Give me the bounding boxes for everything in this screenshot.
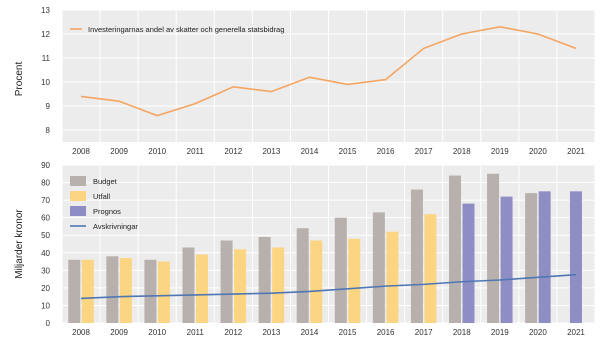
legend-swatch-budget xyxy=(70,176,86,186)
bar-utfall xyxy=(119,258,132,323)
legend-label-investment-share: Investeringarnas andel av skatter och ge… xyxy=(88,25,284,34)
y-tick-label: 10 xyxy=(41,78,50,87)
bar-chart-y-ticks: 0 10 20 30 40 50 60 70 80 90 xyxy=(41,161,50,328)
bar-prognos xyxy=(500,196,513,323)
bar-utfall xyxy=(310,240,323,323)
x-tick-label: 2010 xyxy=(148,328,166,337)
y-tick-label: 9 xyxy=(46,102,51,111)
x-tick-label: 2008 xyxy=(72,147,90,156)
legend-label-prognos: Prognos xyxy=(93,207,121,216)
bar-prognos xyxy=(569,191,582,323)
bar-budget xyxy=(525,193,538,323)
x-tick-label: 2009 xyxy=(110,147,128,156)
bar-budget xyxy=(144,259,157,323)
legend-label-utfall: Utfall xyxy=(93,192,110,201)
line-chart-y-axis-title: Procent xyxy=(14,62,25,97)
x-tick-label: 2020 xyxy=(529,328,547,337)
x-tick-label: 2021 xyxy=(567,328,585,337)
bar-chart-y-axis-title: Miljarder kronor xyxy=(14,209,25,279)
legend-swatch-utfall xyxy=(70,191,86,201)
x-tick-label: 2018 xyxy=(453,147,471,156)
bar-budget xyxy=(182,247,195,323)
y-tick-label: 90 xyxy=(41,161,50,170)
line-chart-x-ticks: 2008 2009 2010 2011 2012 2013 2014 2015 2016 2017… xyxy=(72,147,585,156)
bar-utfall xyxy=(196,254,208,323)
x-tick-label: 2012 xyxy=(224,147,242,156)
y-tick-label: 20 xyxy=(41,284,50,293)
bar-budget xyxy=(372,212,385,323)
y-tick-label: 8 xyxy=(46,126,51,135)
bar-chart-x-ticks: 2008 2009 2010 2011 2012 2013 2014 2015 2016 2017… xyxy=(72,328,585,337)
legend-swatch-prognos xyxy=(70,206,86,216)
x-tick-label: 2011 xyxy=(187,328,205,337)
legend-label-avskrivningar: Avskrivningar xyxy=(93,222,138,231)
x-tick-label: 2017 xyxy=(415,328,433,337)
x-tick-label: 2008 xyxy=(72,328,90,337)
bar-utfall xyxy=(157,261,170,323)
x-tick-label: 2013 xyxy=(262,147,280,156)
line-series-investment-share xyxy=(80,25,577,117)
x-tick-label: 2021 xyxy=(567,147,585,156)
x-tick-label: 2009 xyxy=(110,328,128,337)
bar-prognos xyxy=(462,203,475,323)
y-tick-label: 13 xyxy=(41,6,50,15)
bar-budget xyxy=(258,236,271,323)
x-tick-label: 2016 xyxy=(377,328,395,337)
x-tick-label: 2019 xyxy=(491,328,509,337)
y-tick-label: 50 xyxy=(41,231,50,240)
bar-utfall xyxy=(424,214,437,323)
line-chart-y-ticks: 8 9 10 11 12 13 xyxy=(41,6,50,135)
line-series-avskrivningar xyxy=(80,273,577,300)
y-tick-label: 12 xyxy=(41,30,50,39)
bar-budget xyxy=(410,189,423,323)
x-tick-label: 2015 xyxy=(339,328,357,337)
x-tick-label: 2014 xyxy=(301,328,319,337)
bar-utfall xyxy=(81,259,94,323)
line-chart-gridlines xyxy=(61,9,596,142)
x-tick-label: 2014 xyxy=(301,147,319,156)
bar-budget xyxy=(106,256,119,323)
x-tick-label: 2016 xyxy=(377,147,395,156)
x-tick-label: 2012 xyxy=(224,328,242,337)
bar-utfall xyxy=(234,249,247,323)
x-tick-label: 2010 xyxy=(148,147,166,156)
x-tick-label: 2019 xyxy=(491,147,509,156)
y-tick-label: 10 xyxy=(41,301,50,310)
legend-label-budget: Budget xyxy=(93,177,118,186)
bar-utfall xyxy=(272,247,285,323)
x-tick-label: 2013 xyxy=(262,328,280,337)
bar-chart-legend: Budget Utfall Prognos Avskrivningar xyxy=(70,176,138,231)
bar-budget xyxy=(487,173,500,323)
y-tick-label: 70 xyxy=(41,196,50,205)
x-tick-label: 2020 xyxy=(529,147,547,156)
bar-budget xyxy=(68,259,81,323)
bar-prognos xyxy=(538,191,551,323)
y-tick-label: 60 xyxy=(41,214,50,223)
y-tick-label: 80 xyxy=(41,179,50,188)
bar-budget xyxy=(220,240,233,323)
bar-budget xyxy=(296,228,309,323)
line-chart-legend: Investeringarnas andel av skatter och ge… xyxy=(70,25,284,34)
bar-budget xyxy=(334,217,347,323)
bar-utfall xyxy=(348,238,361,323)
x-tick-label: 2017 xyxy=(415,147,433,156)
x-tick-label: 2018 xyxy=(453,328,471,337)
bar-utfall xyxy=(386,231,399,323)
y-tick-label: 0 xyxy=(46,319,51,328)
x-tick-label: 2011 xyxy=(187,147,205,156)
x-tick-label: 2015 xyxy=(339,147,357,156)
y-tick-label: 30 xyxy=(41,266,50,275)
bar-budget xyxy=(449,175,461,323)
y-tick-label: 40 xyxy=(41,249,50,258)
bar-chart-bars xyxy=(68,173,582,323)
y-tick-label: 11 xyxy=(42,54,51,63)
